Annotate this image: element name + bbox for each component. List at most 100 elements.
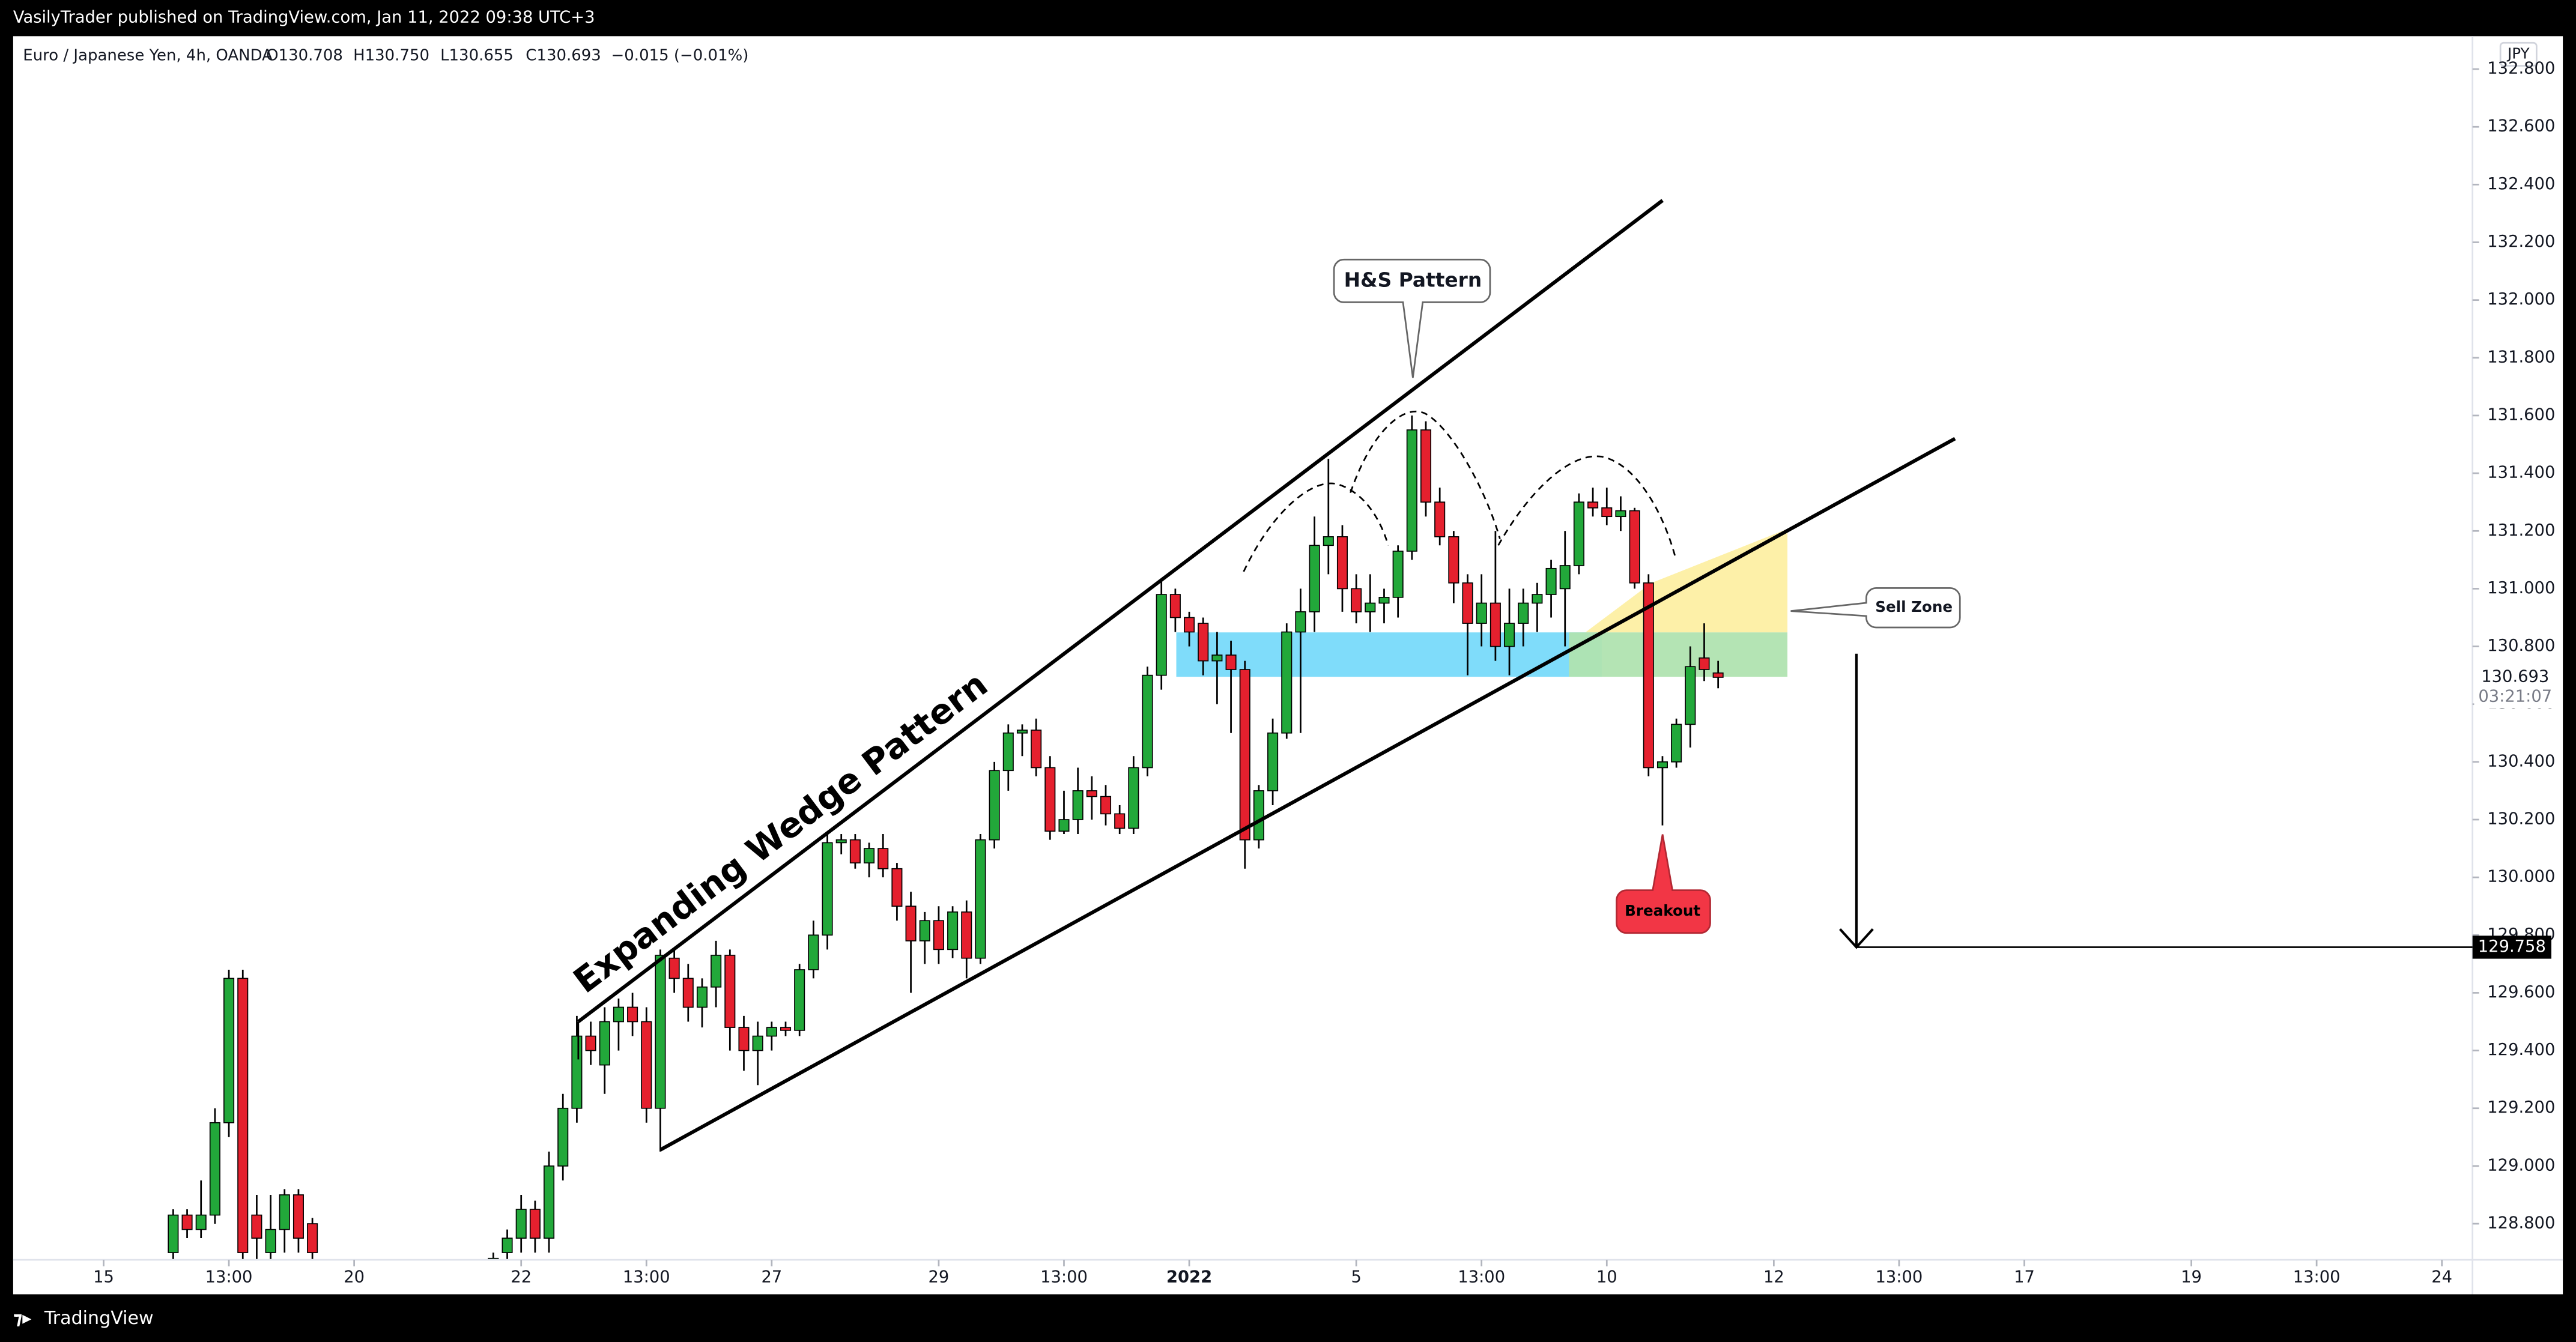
x-tick-label: 12: [1763, 1268, 1784, 1287]
candle-body: [655, 955, 666, 1109]
candle-body: [1058, 819, 1070, 832]
candle-body: [571, 1035, 583, 1109]
candle-body: [752, 1035, 763, 1051]
candle-body: [557, 1107, 569, 1167]
footer-brand: TradingView: [44, 1308, 154, 1329]
candle-body: [1392, 551, 1404, 598]
breakout-label: Breakout: [1625, 902, 1700, 919]
y-tick-label: 131.200: [2487, 521, 2555, 540]
candle-body: [1629, 510, 1640, 584]
candle-body: [1587, 501, 1599, 509]
candle-body: [891, 868, 903, 907]
left-shoulder: [1243, 482, 1389, 572]
x-tick-label: 13:00: [1458, 1268, 1505, 1287]
open: O130.708: [266, 47, 343, 65]
candle-body: [877, 848, 889, 869]
last-price: 130.693: [2481, 667, 2549, 686]
x-tick-label: 13:00: [1876, 1268, 1923, 1287]
currency-box[interactable]: [2499, 41, 2538, 67]
candle-body: [738, 1027, 750, 1051]
candle-body: [627, 1006, 638, 1023]
x-tick-label: 22: [511, 1268, 532, 1287]
y-tick-label: 132.000: [2487, 290, 2555, 309]
y-tick-label: 130.400: [2487, 752, 2555, 770]
x-tick-label: 10: [1596, 1268, 1617, 1287]
candle-body: [975, 839, 986, 959]
candle-body: [237, 978, 249, 1253]
candle-body: [794, 969, 805, 1031]
target-price: 129.758: [2478, 937, 2546, 956]
candle-body: [1351, 588, 1362, 612]
candle-body: [1253, 790, 1264, 841]
candle-body: [808, 934, 819, 970]
candle-body: [1336, 536, 1348, 590]
x-tick-label: 17: [2014, 1268, 2035, 1287]
y-tick-label: 131.800: [2487, 348, 2555, 366]
candle-body: [1643, 582, 1654, 769]
logo-mark: ⁊▸: [13, 1308, 32, 1329]
candle-body: [1434, 501, 1446, 537]
last-price-box: [2474, 665, 2557, 709]
candle-body: [1114, 813, 1126, 829]
candle-body: [1685, 666, 1696, 725]
candle-body: [1559, 565, 1571, 590]
x-tick-label: 24: [2431, 1268, 2452, 1287]
target-price-box: [2472, 935, 2551, 959]
currency[interactable]: JPY: [2506, 44, 2530, 62]
y-tick-label: 132.800: [2487, 59, 2555, 78]
change: −0.015 (−0.01%): [611, 47, 749, 65]
y-tick-label: 131.000: [2487, 579, 2555, 597]
close: C130.693: [526, 47, 601, 65]
candle-body: [1142, 674, 1153, 769]
candle-body: [989, 770, 1000, 841]
y-tick-label: 130.800: [2487, 636, 2555, 655]
candle-body: [502, 1238, 513, 1253]
candle-body: [1448, 536, 1459, 584]
x-tick-label: 13:00: [1040, 1268, 1088, 1287]
publisher-bar: VasilyTrader published on TradingView.co…: [13, 8, 595, 27]
candle-body: [1100, 796, 1112, 815]
candle-body: [181, 1214, 193, 1230]
wedge-upper: [577, 199, 1664, 1023]
candle-body: [1169, 594, 1181, 618]
right-shoulder: [1497, 455, 1677, 559]
x-tick-label: 13:00: [623, 1268, 670, 1287]
wedge-lower: [659, 437, 1956, 1152]
candle-body: [864, 848, 875, 863]
candle-body: [529, 1209, 541, 1239]
candle-body: [279, 1194, 290, 1230]
sell-callout: [1790, 587, 1961, 629]
candle-body: [1615, 510, 1626, 518]
candle-body: [1323, 536, 1334, 546]
candle-body: [307, 1223, 318, 1253]
x-tick-label: 15: [93, 1268, 114, 1287]
y-tick-label: 131.600: [2487, 405, 2555, 424]
candle-body: [599, 1021, 610, 1066]
candle-body: [1016, 730, 1028, 734]
candle-body: [1031, 730, 1042, 769]
x-tick-label: 13:00: [205, 1268, 253, 1287]
candle-body: [668, 957, 680, 979]
sell-label: Sell Zone: [1875, 598, 1953, 615]
candle-body: [1601, 507, 1613, 518]
breakout-callout: [1616, 834, 1711, 934]
candle-body: [1044, 767, 1056, 832]
candle-body: [682, 978, 694, 1008]
candle-body: [544, 1165, 555, 1239]
candle-body: [1699, 657, 1710, 670]
y-tick-label: 129.200: [2487, 1098, 2555, 1117]
candle-body: [641, 1021, 652, 1109]
y-tick-label: 129.000: [2487, 1156, 2555, 1174]
y-tick-label: 132.400: [2487, 175, 2555, 193]
candle-body: [766, 1027, 777, 1037]
candle-body: [822, 842, 833, 936]
candle-body: [613, 1006, 624, 1023]
candle-body: [1518, 602, 1529, 624]
candle-body: [1504, 623, 1515, 647]
candle-body: [1545, 567, 1557, 595]
candle-body: [1573, 501, 1584, 566]
y-tick-label: 128.800: [2487, 1214, 2555, 1233]
candle-body: [947, 911, 959, 951]
sell-zone: [1569, 632, 1788, 677]
